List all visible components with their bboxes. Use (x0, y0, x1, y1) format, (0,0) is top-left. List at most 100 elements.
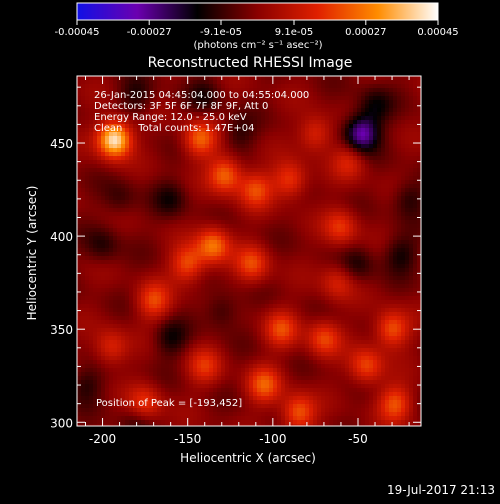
heatmap-cell (381, 152, 385, 156)
heatmap-cell (149, 152, 153, 156)
heatmap-cell (285, 76, 289, 80)
heatmap-cell (101, 256, 105, 260)
heatmap-cell (285, 108, 289, 112)
heatmap-cell (81, 300, 85, 304)
heatmap-cell (105, 300, 109, 304)
heatmap-cell (369, 208, 373, 212)
heatmap-cell (277, 80, 281, 84)
heatmap-cell (325, 232, 329, 236)
heatmap-cell (309, 104, 313, 108)
heatmap-cell (401, 96, 405, 100)
heatmap-cell (205, 284, 209, 288)
heatmap-cell (233, 76, 237, 80)
heatmap-cell (413, 252, 417, 256)
heatmap-cell (189, 232, 193, 236)
heatmap-cell (181, 268, 185, 272)
heatmap-cell (273, 80, 277, 84)
heatmap-cell (297, 196, 301, 200)
heatmap-cell (381, 88, 385, 92)
heatmap-cell (137, 248, 141, 252)
heatmap-cell (365, 284, 369, 288)
heatmap-cell (257, 200, 261, 204)
heatmap-cell (265, 220, 269, 224)
heatmap-cell (253, 136, 257, 140)
heatmap-cell (337, 200, 341, 204)
heatmap-cell (409, 172, 413, 176)
heatmap-cell (377, 108, 381, 112)
heatmap-cell (309, 280, 313, 284)
heatmap-cell (101, 228, 105, 232)
heatmap-cell (369, 216, 373, 220)
heatmap-cell (289, 236, 293, 240)
heatmap-cell (373, 220, 377, 224)
heatmap-cell (377, 200, 381, 204)
heatmap-cell (417, 168, 421, 172)
heatmap-cell (137, 136, 141, 140)
heatmap-cell (285, 140, 289, 144)
heatmap-cell (401, 228, 405, 232)
heatmap-cell (357, 240, 361, 244)
heatmap-cell (181, 228, 185, 232)
heatmap-cell (329, 196, 333, 200)
heatmap-cell (173, 212, 177, 216)
heatmap-cell (165, 76, 169, 80)
heatmap-cell (77, 76, 81, 80)
heatmap-cell (253, 260, 257, 264)
heatmap-cell (385, 212, 389, 216)
heatmap-cell (381, 116, 385, 120)
heatmap-cell (201, 216, 205, 220)
heatmap-cell (113, 176, 117, 180)
heatmap-cell (121, 260, 125, 264)
heatmap-cell (253, 224, 257, 228)
heatmap-cell (177, 260, 181, 264)
heatmap-cell (265, 280, 269, 284)
heatmap-cell (209, 224, 213, 228)
heatmap-cell (349, 116, 353, 120)
heatmap-cell (317, 104, 321, 108)
colorbar-unit-label: (photons cm⁻² s⁻¹ asec⁻²) (193, 40, 322, 51)
heatmap-cell (245, 136, 249, 140)
heatmap-cell (229, 232, 233, 236)
heatmap-cell (281, 248, 285, 252)
heatmap-cell (405, 144, 409, 148)
heatmap-cell (193, 212, 197, 216)
heatmap-cell (413, 152, 417, 156)
heatmap-cell (113, 268, 117, 272)
heatmap-cell (277, 156, 281, 160)
heatmap-cell (401, 220, 405, 224)
heatmap-cell (409, 296, 413, 300)
heatmap-cell (209, 252, 213, 256)
heatmap-cell (225, 284, 229, 288)
heatmap-cell (113, 180, 117, 184)
heatmap-cell (413, 136, 417, 140)
heatmap-cell (261, 244, 265, 248)
heatmap-cell (233, 192, 237, 196)
heatmap-cell (349, 220, 353, 224)
heatmap-cell (333, 180, 337, 184)
heatmap-cell (325, 136, 329, 140)
heatmap-cell (81, 292, 85, 296)
heatmap-cell (217, 304, 221, 308)
heatmap-cell (81, 148, 85, 152)
heatmap-cell (309, 180, 313, 184)
heatmap-cell (153, 300, 157, 304)
heatmap-cell (129, 260, 133, 264)
heatmap-cell (305, 176, 309, 180)
heatmap-cell (397, 116, 401, 120)
heatmap-cell (405, 280, 409, 284)
heatmap-cell (117, 196, 121, 200)
heatmap-cell (285, 192, 289, 196)
heatmap-cell (225, 248, 229, 252)
heatmap-cell (81, 252, 85, 256)
heatmap-cell (365, 232, 369, 236)
heatmap-cell (117, 284, 121, 288)
heatmap-cell (313, 236, 317, 240)
heatmap-cell (401, 192, 405, 196)
heatmap-cell (293, 140, 297, 144)
heatmap-cell (377, 184, 381, 188)
heatmap-cell (125, 240, 129, 244)
heatmap-cell (269, 208, 273, 212)
heatmap-cell (225, 204, 229, 208)
heatmap-cell (117, 240, 121, 244)
heatmap-cell (185, 228, 189, 232)
